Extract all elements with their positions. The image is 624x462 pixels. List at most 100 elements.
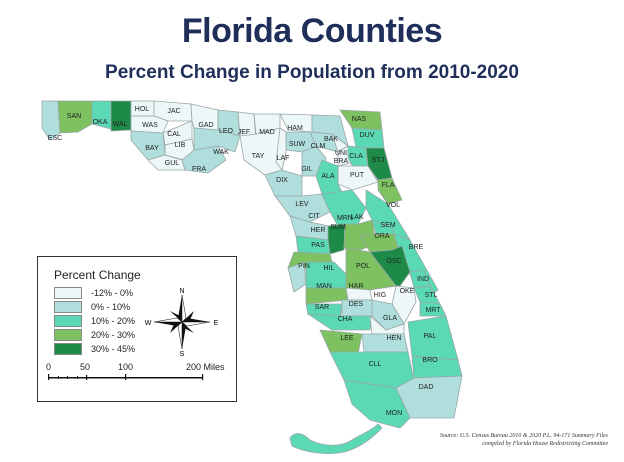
county-label-san: SAN [67,113,81,120]
compass-e-label: E [214,320,219,327]
county-wak [193,127,241,153]
county-label-har: HAR [349,283,364,290]
county-label-wak: WAK [213,149,229,156]
county-label-mrn: MRN [337,215,353,222]
county-label-fra: FRA [192,166,206,173]
county-label-jef: JEF [238,129,250,136]
source-note: Source: U.S. Census Bureau 2010 & 2020 P… [440,432,608,448]
county-gla [369,315,405,335]
county-label-her: HER [311,227,326,234]
legend-label: 10% - 20% [91,316,136,326]
county-label-ham: HAM [287,125,303,132]
legend-item: 20% - 30% [54,329,174,342]
county-label-gla: GLA [383,315,397,322]
legend-swatch [54,287,82,299]
county-dix [264,169,303,197]
county-label-suw: SUW [289,141,306,148]
county-label-bay: BAY [145,145,159,152]
scale-tick-0: 0 [46,362,52,372]
compass-w-label: W [145,320,152,327]
county-label-pin: PIN [298,263,310,270]
county-esc [41,100,61,141]
legend: Percent Change -12% - 0% 0% - 10% 10% - 20… [37,256,237,402]
county-label-pol: POL [356,263,370,270]
county-label-stl: STL [425,292,438,299]
legend-swatch [54,343,82,355]
compass-s-label: S [180,351,185,357]
county-label-cla: CLA [349,153,363,160]
county-label-mad: MAD [259,129,275,136]
county-sum [327,223,346,255]
county-laf [275,127,287,171]
county-jac [153,100,193,122]
county-label-dad: DAD [419,384,434,391]
county-label-mrt: MRT [425,307,441,314]
county-label-bra: BRA [334,158,349,165]
county-label-des: DES [349,301,364,308]
county-label-hil: HIL [324,265,335,272]
county-label-gil: GIL [301,166,312,173]
county-label-bro: BRO [422,357,438,364]
county-label-cha: CHA [338,316,353,323]
county-label-laf: LAF [277,155,290,162]
county-label-bak: BAK [324,136,338,143]
county-label-cal: CAL [167,131,181,138]
county-bak [311,114,349,148]
source-line: Source: U.S. Census Bureau 2010 & 2020 P… [439,433,608,439]
county-label-hol: HOL [135,106,150,113]
county-label-ora: ORA [374,233,390,240]
county-label-uni: UNI [335,150,347,157]
county-label-nas: NAS [352,116,367,123]
county-label-man: MAN [316,283,332,290]
county-san [57,100,93,134]
county-label-dix: DIX [276,177,288,184]
county-oke [391,285,417,325]
legend-item: 10% - 20% [54,315,174,328]
county-label-gad: GAD [198,122,213,129]
county-label-bre: BRE [409,244,424,251]
county-label-jac: JAC [167,108,180,115]
legend-swatch [54,301,82,313]
county-label-cll: CLL [369,361,382,368]
county-label-tay: TAY [252,153,265,160]
map-title: Florida Counties [181,12,443,50]
county-label-lak: LAK [350,214,364,221]
county-label-lee: LEE [340,335,354,342]
legend-label: 20% - 30% [91,330,136,340]
legend-swatch [54,329,82,341]
florida-keys [289,423,383,454]
legend-item: 0% - 10% [54,301,174,314]
county-label-lev: LEV [295,201,309,208]
county-label-fla: FLA [382,182,395,189]
county-label-sar: SAR [315,304,329,311]
county-label-pas: PAS [311,242,325,249]
county-label-pal: PAL [424,333,437,340]
county-label-oka: OKA [93,119,108,126]
county-fla [377,177,403,205]
county-label-put: PUT [350,172,365,179]
legend-item: 30% - 45% [54,343,174,356]
county-label-gul: GUL [165,160,180,167]
county-label-hen: HEN [387,335,402,342]
compiled-by-line: compiled by Florida House Redistricting … [482,441,608,447]
county-label-leo: LEO [219,128,234,135]
county-label-esc: ESC [48,135,62,142]
county-lee [319,329,363,355]
compass-n-label: N [179,288,184,295]
legend-label: 0% - 10% [91,302,131,312]
county-mon [343,379,411,429]
county-label-cit: CIT [308,213,320,220]
scale-bar: 0 50 100 200 Miles [46,362,225,384]
legend-swatch [54,315,82,327]
legend-label: 30% - 45% [91,344,136,354]
county-label-wal: WAL [113,121,128,128]
scale-tick-100: 100 [118,362,134,372]
county-label-stj: STJ [372,157,384,164]
legend-title: Percent Change [54,268,141,282]
county-label-clm: CLM [311,143,326,150]
county-label-mon: MON [386,410,402,417]
county-was [130,115,169,134]
county-label-ala: ALA [321,173,335,180]
county-label-sum: SUM [330,224,346,231]
